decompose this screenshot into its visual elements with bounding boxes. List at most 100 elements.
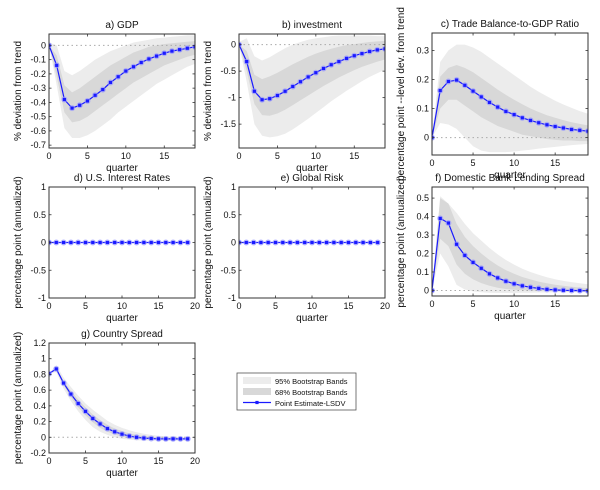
data-point — [576, 287, 583, 294]
y-tick-label: -0.5 — [30, 112, 46, 122]
y-tick-label: 0.8 — [33, 369, 46, 379]
data-point — [272, 239, 279, 246]
data-point — [84, 97, 91, 104]
y-tick-label: 0 — [231, 40, 236, 50]
data-point — [75, 400, 82, 407]
data-point — [453, 77, 460, 84]
data-point — [104, 425, 111, 432]
data-point — [97, 420, 104, 427]
legend-label: 95% Bootstrap Bands — [275, 377, 348, 386]
data-point — [76, 102, 83, 109]
data-point — [170, 239, 177, 246]
y-tick-label: -0.2 — [30, 448, 46, 458]
band-95 — [49, 365, 188, 441]
legend-item-band95: 95% Bootstrap Bands — [243, 377, 348, 386]
data-point — [53, 239, 60, 246]
data-point — [138, 59, 145, 66]
subplot-d: 0 5 10 15 20 1 0.5 0 -0.5 -1 d) U.S. Interest Rate… — [13, 173, 200, 324]
data-point — [176, 46, 183, 53]
data-point — [323, 239, 330, 246]
plot-area — [239, 239, 381, 246]
data-point — [251, 88, 258, 95]
subplot-f: 0 5 10 15 0 0.1 0.2 0.3 0.4 0.5 f) Domestic Bank L… — [396, 173, 589, 322]
x-axis-label: quarter — [106, 468, 138, 479]
data-point — [92, 92, 99, 99]
x-tick-label: 10 — [117, 301, 127, 311]
y-tick-label: 0 — [41, 40, 46, 50]
data-point — [75, 239, 82, 246]
x-tick-label: 15 — [550, 299, 560, 309]
data-point — [148, 239, 155, 246]
y-tick-label: -0.5 — [220, 265, 236, 275]
data-point — [67, 239, 74, 246]
axes-box — [431, 186, 589, 297]
x-tick-label: 10 — [307, 301, 317, 311]
data-point — [453, 241, 460, 248]
data-point — [115, 73, 122, 80]
data-point — [287, 239, 294, 246]
data-point — [494, 274, 501, 281]
data-point — [502, 108, 509, 115]
axes-box — [431, 32, 589, 156]
data-point — [162, 435, 169, 442]
y-tick-label: 0 — [41, 432, 46, 442]
legend-swatch-marker — [255, 400, 259, 405]
data-point — [148, 435, 155, 442]
y-axis-label: percentage point (annualized) — [203, 176, 214, 308]
data-point — [320, 65, 327, 72]
x-axis-label: quarter — [106, 163, 138, 174]
data-point — [161, 50, 168, 57]
data-point — [519, 114, 526, 121]
chart-title: d) U.S. Interest Rates — [74, 173, 170, 184]
x-tick-label: 15 — [153, 456, 163, 466]
legend-item-band68: 68% Bootstrap Bands — [243, 388, 348, 397]
x-tick-label: 5 — [471, 158, 476, 168]
data-point — [162, 239, 169, 246]
data-point — [437, 215, 444, 222]
data-point — [316, 239, 323, 246]
x-tick-label: 10 — [311, 151, 321, 161]
y-tick-label: -0.2 — [30, 69, 46, 79]
y-tick-label: 1 — [41, 182, 46, 192]
data-point — [122, 68, 129, 75]
y-tick-label: 0.3 — [416, 230, 429, 240]
data-point — [184, 435, 191, 442]
data-point — [67, 391, 74, 398]
data-point — [153, 53, 160, 60]
data-point — [576, 127, 583, 134]
x-tick-label: 5 — [275, 151, 280, 161]
data-point — [60, 380, 67, 387]
data-point — [49, 370, 52, 377]
data-point — [69, 105, 76, 112]
x-tick-label: 5 — [83, 301, 88, 311]
data-point — [374, 239, 381, 246]
data-point — [184, 239, 191, 246]
data-point — [312, 69, 319, 76]
y-tick-label: 0.5 — [33, 210, 46, 220]
data-point — [461, 82, 468, 89]
y-tick-label: -1 — [228, 93, 236, 103]
data-point — [279, 239, 286, 246]
data-point — [535, 285, 542, 292]
y-tick-label: 0 — [41, 238, 46, 248]
chart-title: e) Global Risk — [281, 173, 345, 184]
y-tick-label: 1 — [231, 182, 236, 192]
y-tick-label: -1.5 — [220, 119, 236, 129]
x-tick-label: 0 — [46, 151, 51, 161]
y-tick-label: 1 — [41, 354, 46, 364]
data-point — [527, 284, 534, 291]
y-tick-label: -0.4 — [30, 97, 46, 107]
data-point — [259, 96, 266, 103]
data-point — [177, 435, 184, 442]
y-tick-label: -0.5 — [30, 265, 46, 275]
plot-area — [49, 365, 195, 442]
x-tick-label: 0 — [236, 301, 241, 311]
y-axis-label: % deviation from trend — [203, 41, 214, 141]
legend-swatch-band68 — [243, 388, 271, 395]
y-tick-label: 0.2 — [33, 417, 46, 427]
legend-swatch-band95 — [243, 377, 271, 384]
y-tick-label: -0.1 — [30, 55, 46, 65]
data-point — [126, 433, 133, 440]
subplot-a: 0 5 10 15 0 -0.1 -0.2 -0.3 -0.4 -0.5 -0.6 -0.7 a) GD… — [13, 20, 196, 174]
x-tick-label: 10 — [509, 158, 519, 168]
